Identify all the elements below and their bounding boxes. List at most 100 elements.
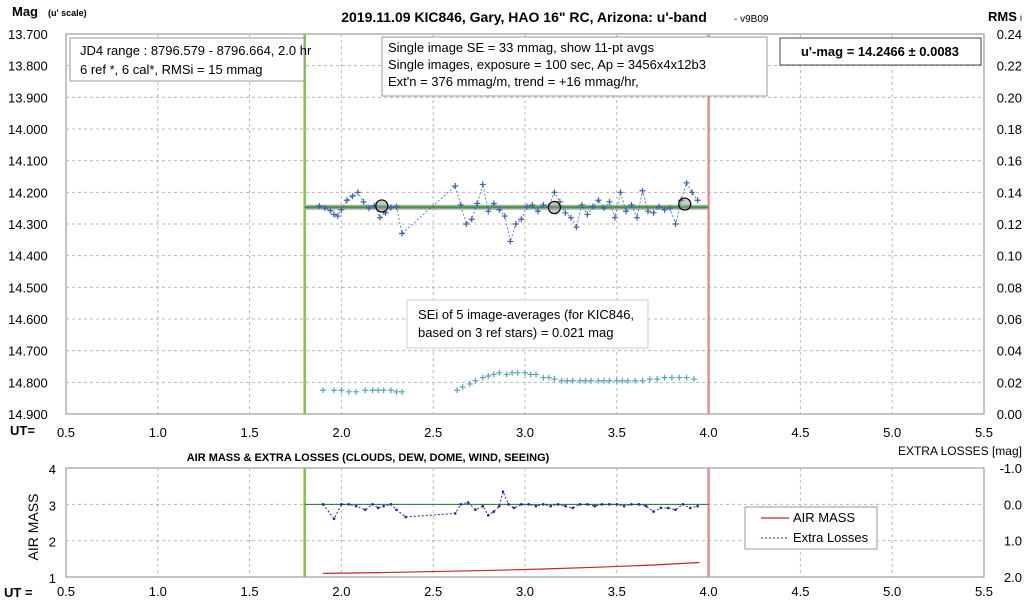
rms-point [369,387,376,394]
extra-losses-point [549,504,553,508]
legend-label-airmass: AIR MASS [793,510,855,525]
extra-losses-point [571,506,575,510]
x-tick-label: 1.0 [149,425,167,440]
data-point [463,221,470,227]
data-point [485,208,492,215]
extra-losses-point [593,504,597,508]
extra-losses-point [332,517,336,521]
rms-point [479,374,486,381]
extinction-text: Ext'n = 376 mmag/m, trend = +16 mmag/hr, [388,74,639,89]
y-tick-label: 14.900 [8,407,48,422]
data-point [376,214,383,221]
data-point [452,183,459,189]
rms-point [600,377,607,384]
x-tick-label: 0.5 [57,425,75,440]
x-tick-label: 4.5 [791,425,809,440]
data-point [656,203,663,210]
extra-losses-point [382,504,385,508]
data-point [600,205,607,212]
extra-losses-point [564,504,567,508]
extra-losses-point [520,503,523,506]
data-point [589,203,596,210]
data-point [331,211,338,218]
data-point [573,224,580,231]
rms-point [582,377,589,384]
x-tick-label-bottom: 5.0 [883,584,901,599]
rms-point [503,371,510,378]
x-tick-label: 3.5 [608,425,626,440]
y-axis-unit: (u' scale) [48,8,87,18]
y-tick-label-bottom: 3 [49,498,56,513]
extra-losses-point [542,503,545,506]
rms-point [577,377,584,384]
x-tick-label-bottom: 4.5 [791,584,809,599]
y2-tick-label: 0.12 [997,217,1022,232]
data-point [474,200,481,207]
data-point [349,193,356,200]
data-point [398,230,405,237]
extra-losses-point [652,510,655,513]
y-tick-label: 14.800 [8,375,48,390]
rms-point [380,387,387,394]
data-point [479,181,486,188]
data-point [595,197,602,204]
data-point [507,238,514,245]
x-axis-label-bottom: UT = [4,585,33,600]
extra-losses-point [666,506,670,510]
data-point [578,202,585,208]
x-tick-label: 5.0 [883,425,901,440]
y-tick-label-bottom: 2 [49,535,56,550]
airmass-line [323,561,700,574]
data-point [343,197,350,204]
x-tick-label: 2.5 [424,425,442,440]
extra-losses-point [615,503,619,506]
data-point [584,211,591,218]
y2-tick-label-bottom: 1.0 [1004,534,1022,549]
rms-point [624,377,631,384]
extra-losses-point [389,503,393,506]
data-point [617,189,624,196]
data-point [327,207,334,214]
extra-losses-point [395,508,398,512]
extra-losses-point [586,503,589,506]
x-tick-label-bottom: 5.5 [975,584,993,599]
mag-result-box [779,37,982,66]
airmass-chart: AIR MASS & EXTRA LOSSES (CLOUDS, DEW, DO… [4,444,1022,600]
extra-losses-point [404,515,407,519]
x-tick-label: 4.0 [700,425,718,440]
extra-losses-point [512,506,516,510]
rms-point [545,374,552,381]
rms-point [619,377,626,384]
extra-losses-point [507,503,510,506]
y-tick-label: 13.900 [8,90,48,105]
rms-point [485,373,492,379]
y-tick-label: 14.100 [8,154,48,169]
y-tick-label: 14.400 [8,249,48,264]
y2-tick-label: 0.22 [997,59,1022,74]
rms-point [490,371,497,378]
rms-point [338,387,345,394]
data-point [338,206,345,213]
data-point [490,200,497,207]
extra-losses-point [347,503,351,506]
rms-point [661,374,668,381]
data-point [667,205,674,212]
x-tick-label: 1.5 [241,425,259,440]
extra-losses-point [481,504,485,508]
extra-losses-point [534,504,538,508]
y-tick-label: 14.200 [8,185,48,200]
data-point [562,209,569,216]
average-point [678,197,692,211]
data-point [321,205,328,212]
extra-losses-line [322,490,698,520]
rms-point [595,377,602,384]
extra-losses-point [340,503,343,506]
rms-point [454,387,461,394]
extra-losses-point [492,510,496,513]
x-tick-label-bottom: 2.5 [424,584,442,599]
data-point [387,204,394,211]
x-tick-label-bottom: 3.0 [516,584,534,599]
y2-axis-label: RMS [988,9,1017,24]
rms-point [639,377,646,384]
data-point [633,214,640,221]
